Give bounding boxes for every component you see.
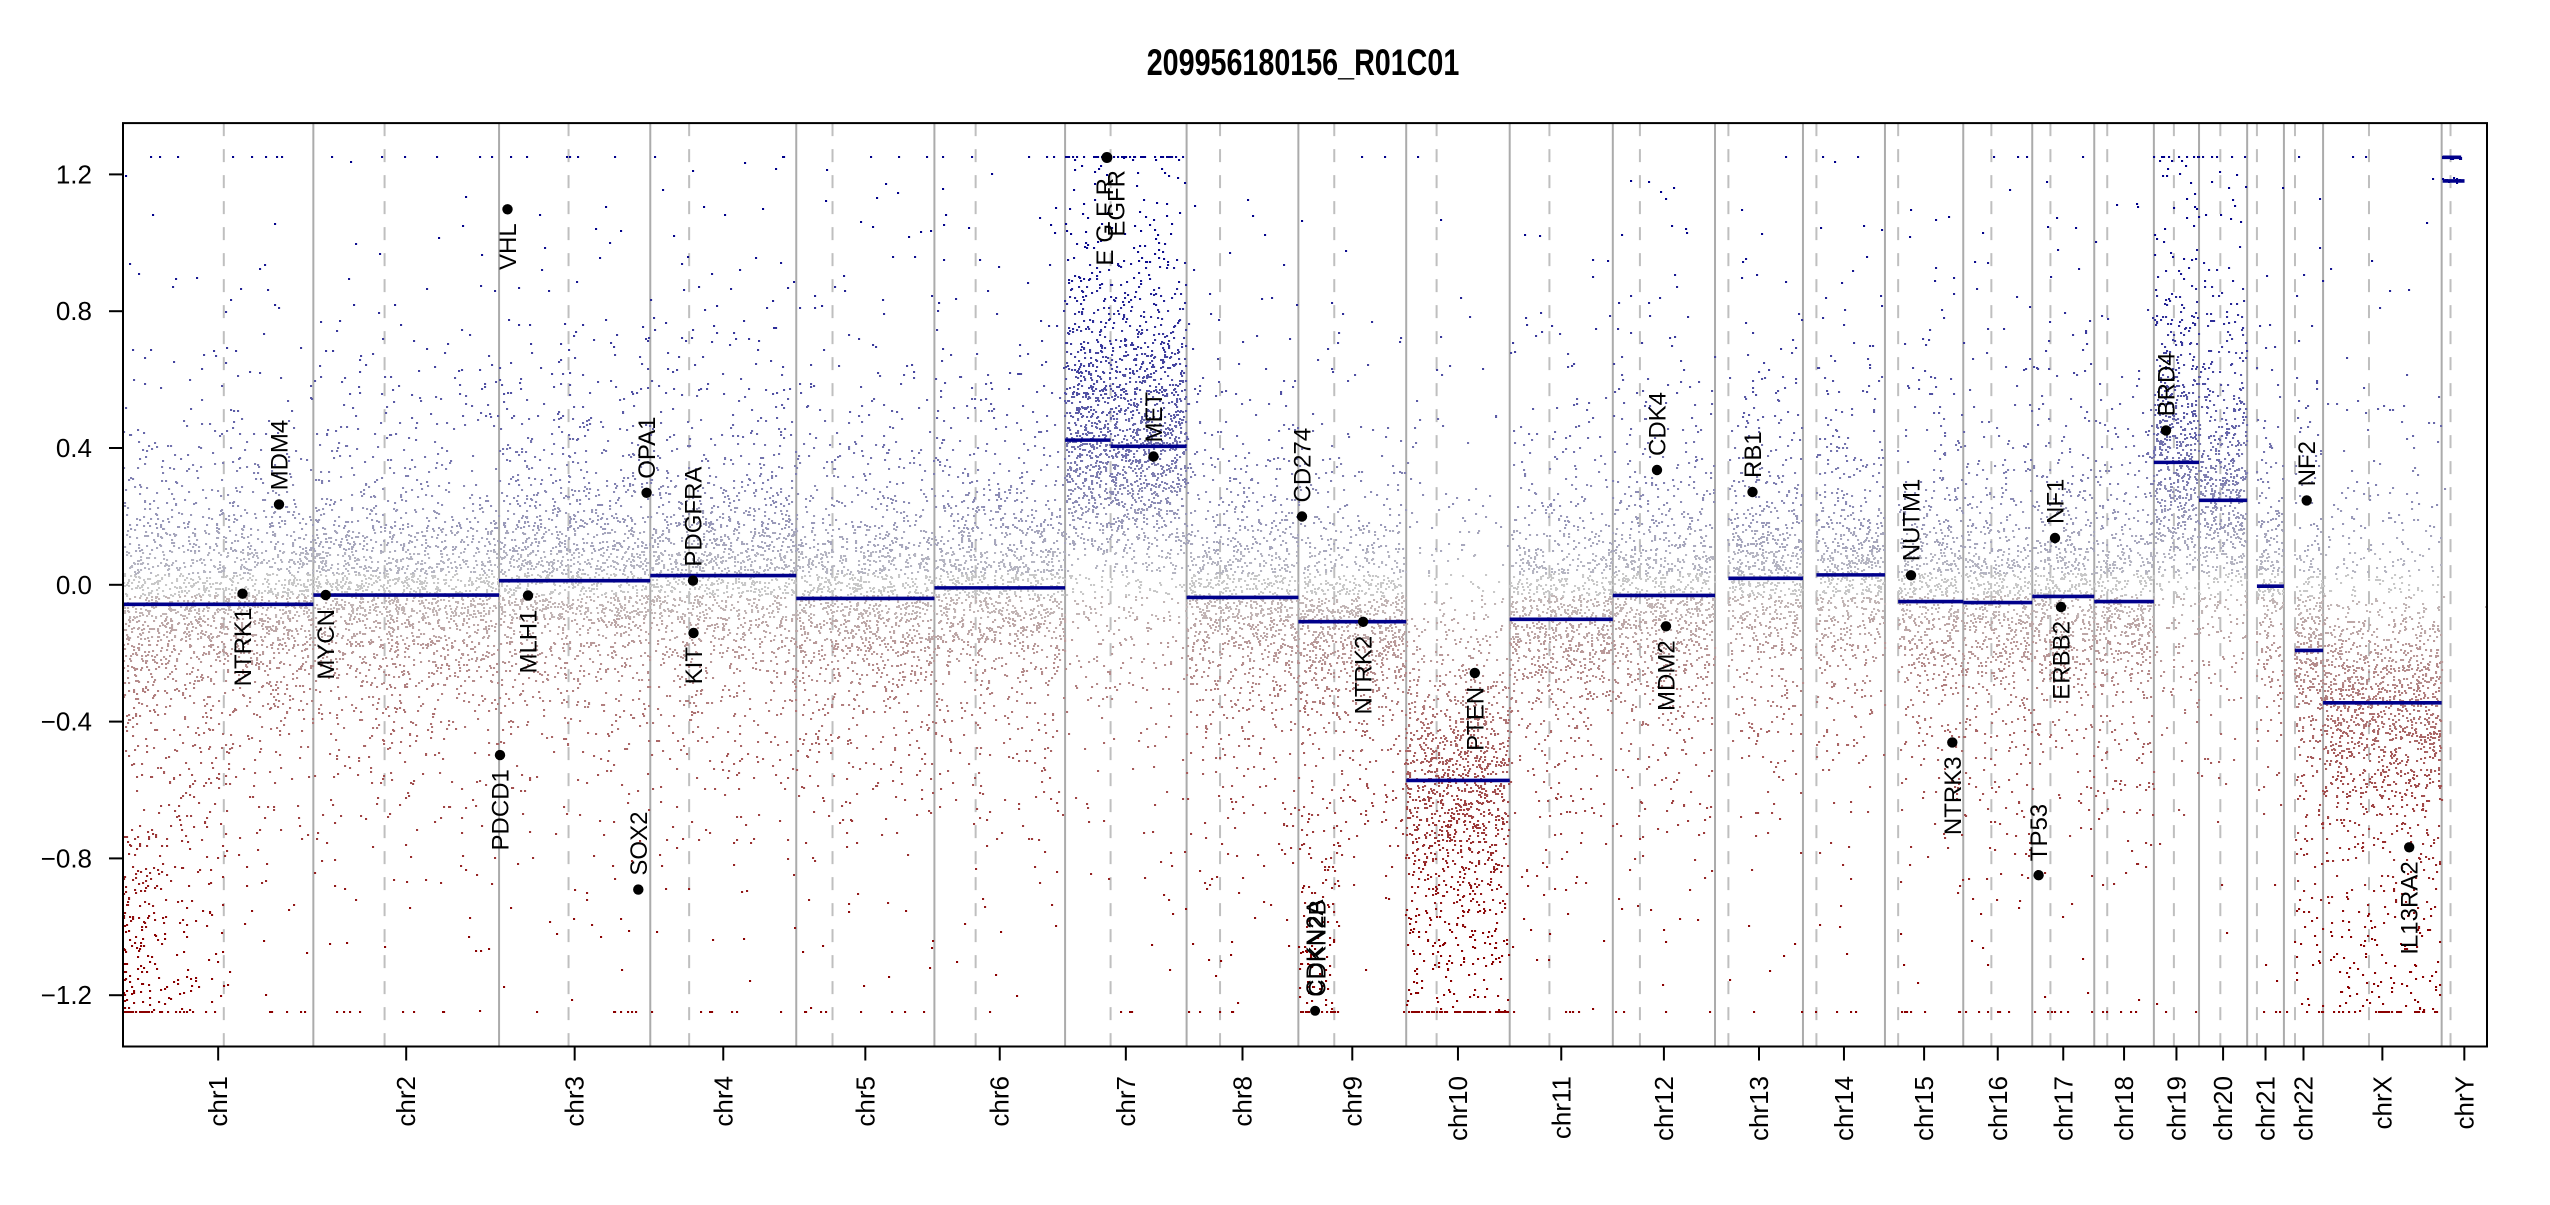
svg-text:PTEN: PTEN: [1462, 687, 1489, 751]
svg-text:−0.8: −0.8: [41, 843, 92, 873]
svg-text:PDCD1: PDCD1: [488, 769, 515, 850]
svg-text:chr14: chr14: [1829, 1076, 1859, 1141]
svg-text:IL13RA2: IL13RA2: [2397, 861, 2424, 954]
svg-text:chr22: chr22: [2289, 1076, 2319, 1141]
svg-text:EGFR: EGFR: [1092, 171, 1119, 266]
svg-text:CDKN2B: CDKN2B: [1304, 899, 1331, 996]
svg-text:chr17: chr17: [2048, 1076, 2078, 1141]
svg-text:CDKN2A: CDKN2A: [1302, 899, 1329, 996]
svg-text:EGFR: EGFR: [1104, 170, 1131, 237]
svg-text:−1.2: −1.2: [41, 980, 92, 1010]
svg-text:chr21: chr21: [2251, 1076, 2281, 1141]
svg-text:1.2: 1.2: [56, 159, 92, 189]
svg-text:chr18: chr18: [2109, 1076, 2139, 1141]
svg-text:MDM2: MDM2: [1654, 640, 1681, 711]
svg-text:0.0: 0.0: [56, 570, 92, 600]
svg-text:0.4: 0.4: [56, 433, 92, 463]
svg-text:CDK4: CDK4: [1645, 392, 1672, 456]
svg-text:chr19: chr19: [2161, 1076, 2191, 1141]
svg-text:chr9: chr9: [1337, 1076, 1367, 1127]
svg-text:chrX: chrX: [2367, 1076, 2397, 1129]
svg-text:209956180156_R01C01: 209956180156_R01C01: [1147, 42, 1460, 84]
svg-text:chr5: chr5: [850, 1076, 880, 1127]
svg-text:NTRK3: NTRK3: [1940, 756, 1967, 835]
svg-text:NF2: NF2: [2294, 441, 2321, 486]
svg-text:PDGFRA: PDGFRA: [681, 467, 708, 567]
svg-text:chr15: chr15: [1909, 1076, 1939, 1141]
svg-text:chr1: chr1: [203, 1076, 233, 1127]
svg-text:VHL: VHL: [495, 223, 522, 270]
svg-text:MLH1: MLH1: [516, 610, 543, 674]
svg-text:chr13: chr13: [1744, 1076, 1774, 1141]
svg-text:NUTM1: NUTM1: [1899, 479, 1926, 562]
svg-text:chr6: chr6: [985, 1076, 1015, 1127]
svg-text:chr11: chr11: [1546, 1076, 1576, 1139]
svg-text:chrY: chrY: [2449, 1076, 2479, 1129]
svg-text:chr3: chr3: [560, 1076, 590, 1127]
svg-text:chr8: chr8: [1227, 1076, 1257, 1127]
svg-text:chr7: chr7: [1111, 1076, 1141, 1127]
svg-text:chr12: chr12: [1649, 1076, 1679, 1141]
svg-text:TP53: TP53: [2026, 804, 2053, 861]
svg-text:MYCN: MYCN: [313, 609, 340, 680]
svg-text:ERBB2: ERBB2: [2049, 621, 2076, 700]
svg-text:MET: MET: [1141, 392, 1168, 443]
svg-text:BRD4: BRD4: [2154, 352, 2181, 416]
svg-text:KIT: KIT: [681, 647, 708, 685]
svg-text:NTRK2: NTRK2: [1351, 636, 1378, 715]
svg-text:chr4: chr4: [708, 1076, 738, 1127]
svg-text:chr10: chr10: [1443, 1076, 1473, 1141]
svg-text:−0.4: −0.4: [41, 707, 92, 737]
svg-text:NTRK1: NTRK1: [230, 608, 257, 687]
svg-text:chr20: chr20: [2208, 1076, 2238, 1141]
svg-text:OPA1: OPA1: [634, 417, 661, 479]
svg-text:MDM4: MDM4: [267, 420, 294, 491]
svg-text:CD274: CD274: [1290, 428, 1317, 503]
svg-text:SOX2: SOX2: [626, 812, 653, 876]
svg-text:chr2: chr2: [391, 1076, 421, 1127]
svg-text:0.8: 0.8: [56, 296, 92, 326]
svg-text:chr16: chr16: [1983, 1076, 2013, 1141]
svg-text:RB1: RB1: [1740, 431, 1767, 478]
svg-text:NF1: NF1: [2043, 479, 2070, 524]
